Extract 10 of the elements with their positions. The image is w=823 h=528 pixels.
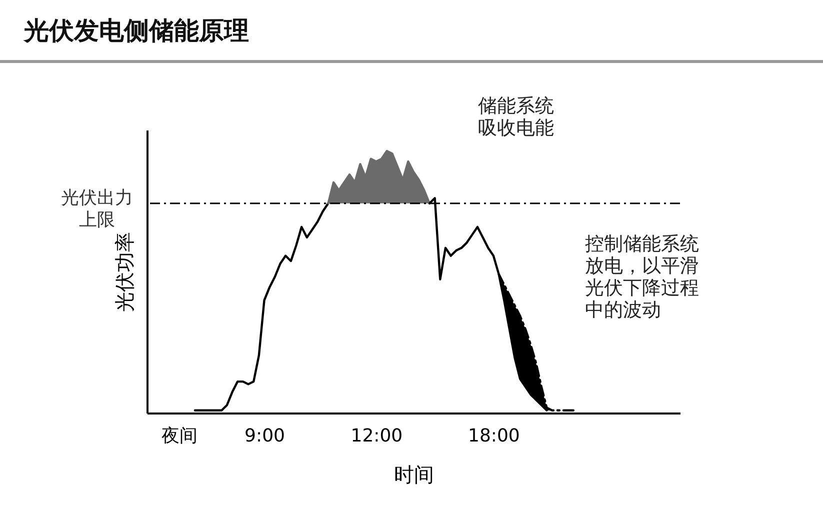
x-axis-title: 时间	[394, 462, 434, 486]
x-tick-label: 夜间	[161, 426, 198, 446]
annotation: 控制储能系统放电，以平滑光伏下降过程中的波动	[585, 233, 699, 321]
ref-line-label: 光伏出力上限	[61, 187, 133, 230]
x-tick-label: 12:00	[350, 426, 403, 446]
chart-title: 光伏发电侧储能原理	[24, 15, 249, 47]
y-axis-title: 光伏功率	[112, 232, 136, 312]
x-tick-label: 9:00	[244, 426, 285, 446]
x-tick-label: 18:00	[468, 426, 520, 446]
text: 储能系统吸收电能	[478, 95, 554, 139]
